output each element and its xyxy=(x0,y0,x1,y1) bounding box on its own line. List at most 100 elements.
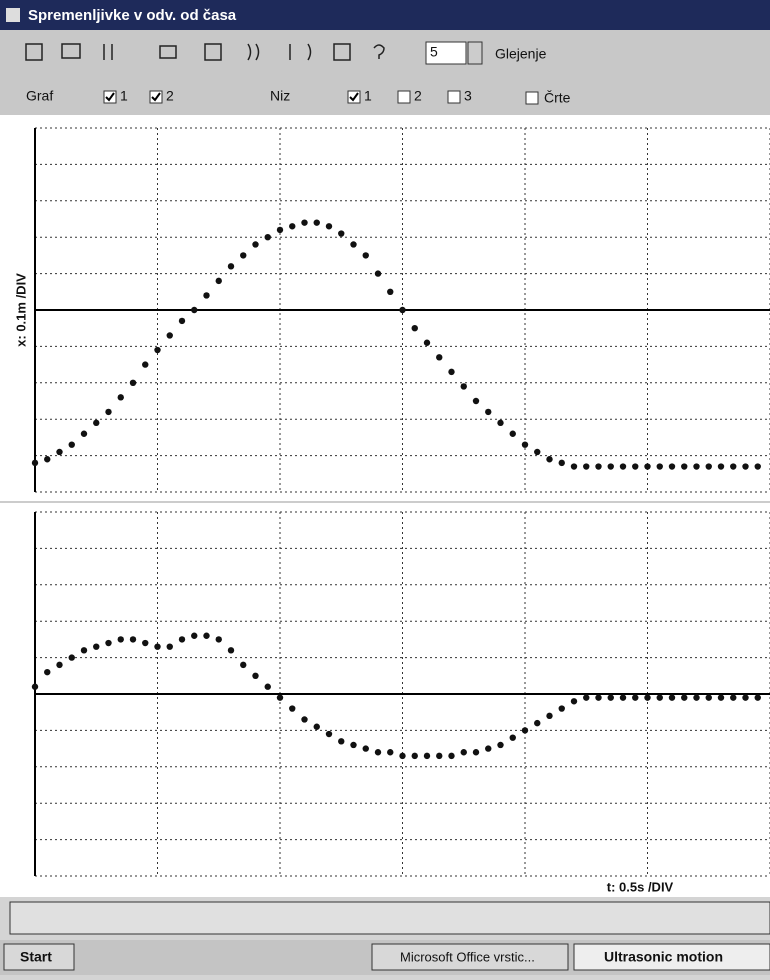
checkbox-label: 2 xyxy=(414,88,422,104)
data-point xyxy=(375,749,381,755)
data-point xyxy=(559,705,565,711)
data-point xyxy=(191,307,197,313)
checkbox-label: 2 xyxy=(166,88,174,104)
data-point xyxy=(681,694,687,700)
task-label: Microsoft Office vrstic... xyxy=(400,949,535,964)
data-point xyxy=(559,460,565,466)
data-point xyxy=(510,734,516,740)
data-point xyxy=(546,713,552,719)
data-point xyxy=(620,463,626,469)
data-point xyxy=(32,684,38,690)
data-point xyxy=(583,694,589,700)
data-point xyxy=(167,643,173,649)
data-point xyxy=(56,662,62,668)
data-point xyxy=(154,347,160,353)
data-point xyxy=(289,705,295,711)
data-point xyxy=(669,463,675,469)
data-point xyxy=(191,633,197,639)
data-point xyxy=(693,463,699,469)
data-point xyxy=(473,398,479,404)
data-point xyxy=(130,380,136,386)
checkbox-label: 1 xyxy=(120,88,128,104)
spin-arrows[interactable] xyxy=(468,42,482,64)
data-point xyxy=(522,727,528,733)
spin-value: 5 xyxy=(430,44,438,60)
data-point xyxy=(693,694,699,700)
data-point xyxy=(363,252,369,258)
data-point xyxy=(375,270,381,276)
view-label: Glejenje xyxy=(495,46,547,62)
data-point xyxy=(718,463,724,469)
data-point xyxy=(657,463,663,469)
data-point xyxy=(32,460,38,466)
data-point xyxy=(632,463,638,469)
scroll-bar[interactable] xyxy=(10,902,770,934)
data-point xyxy=(203,633,209,639)
data-point xyxy=(105,640,111,646)
data-point xyxy=(44,669,50,675)
page: Spremenljivke v odv. od časa 5 Glejenje … xyxy=(0,0,770,975)
data-point xyxy=(608,463,614,469)
data-point xyxy=(387,289,393,295)
data-point xyxy=(81,647,87,653)
data-point xyxy=(583,463,589,469)
data-point xyxy=(338,230,344,236)
data-point xyxy=(228,647,234,653)
data-point xyxy=(399,753,405,759)
data-point xyxy=(571,463,577,469)
window-icon xyxy=(6,8,20,22)
checkbox-label: 1 xyxy=(364,88,372,104)
data-point xyxy=(252,673,258,679)
lines-label: Črte xyxy=(544,90,571,106)
data-point xyxy=(706,694,712,700)
data-point xyxy=(338,738,344,744)
data-point xyxy=(608,694,614,700)
screen: Spremenljivke v odv. od časa 5 Glejenje … xyxy=(0,0,770,975)
data-point xyxy=(240,252,246,258)
data-point xyxy=(412,325,418,331)
data-point xyxy=(203,292,209,298)
data-point xyxy=(571,698,577,704)
data-point xyxy=(485,745,491,751)
data-point xyxy=(755,694,761,700)
data-point xyxy=(130,636,136,642)
data-point xyxy=(56,449,62,455)
lines-checkbox[interactable] xyxy=(526,92,538,104)
data-point xyxy=(595,463,601,469)
start-label: Start xyxy=(20,949,52,965)
checkbox[interactable] xyxy=(398,91,410,103)
data-point xyxy=(742,694,748,700)
data-point xyxy=(497,420,503,426)
data-point xyxy=(436,753,442,759)
data-point xyxy=(497,742,503,748)
data-point xyxy=(620,694,626,700)
data-point xyxy=(277,694,283,700)
data-point xyxy=(755,463,761,469)
data-point xyxy=(326,223,332,229)
checkbox[interactable] xyxy=(448,91,460,103)
data-point xyxy=(473,749,479,755)
data-point xyxy=(595,694,601,700)
data-point xyxy=(301,219,307,225)
data-point xyxy=(632,694,638,700)
data-point xyxy=(742,463,748,469)
data-point xyxy=(44,456,50,462)
data-point xyxy=(105,409,111,415)
data-point xyxy=(93,420,99,426)
data-point xyxy=(179,318,185,324)
data-point xyxy=(706,463,712,469)
plot-area xyxy=(0,115,770,897)
data-point xyxy=(265,234,271,240)
data-point xyxy=(387,749,393,755)
x-axis-label: t: 0.5s /DIV xyxy=(607,879,674,894)
data-point xyxy=(436,354,442,360)
window-title: Spremenljivke v odv. od časa xyxy=(28,7,237,24)
data-point xyxy=(730,694,736,700)
data-point xyxy=(228,263,234,269)
data-point xyxy=(118,636,124,642)
data-point xyxy=(314,724,320,730)
data-point xyxy=(277,227,283,233)
task-label: Ultrasonic motion xyxy=(604,949,723,965)
data-point xyxy=(240,662,246,668)
data-point xyxy=(69,441,75,447)
